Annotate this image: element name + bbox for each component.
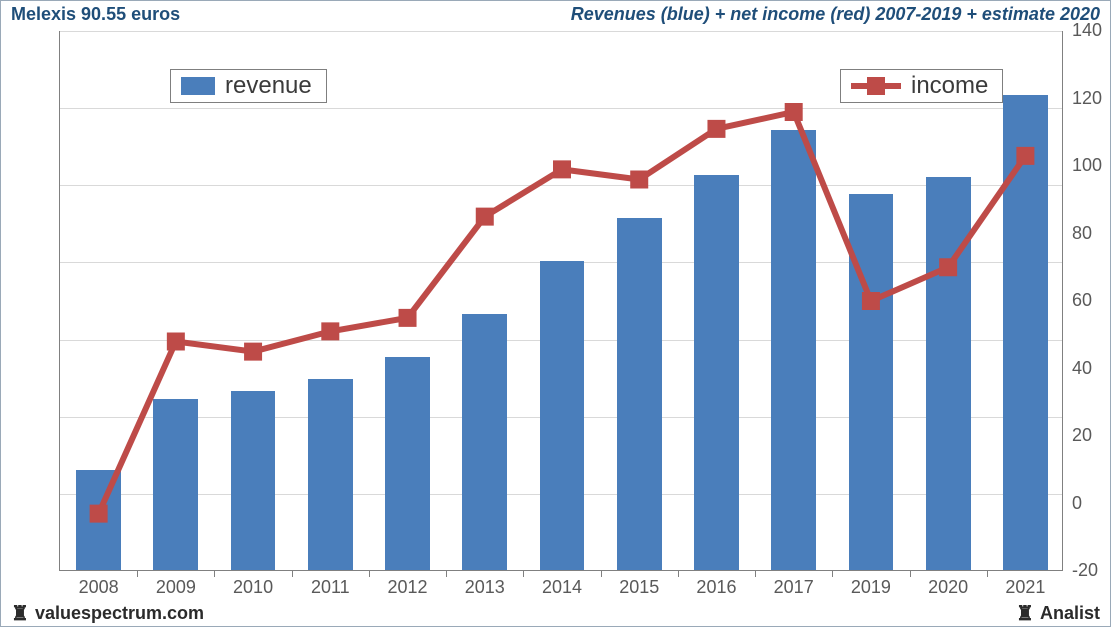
- rook-icon: ♜: [1016, 604, 1034, 624]
- x-tick: 2011: [311, 577, 350, 598]
- income-marker: [862, 292, 880, 310]
- x-tick: 2008: [79, 577, 119, 598]
- x-tick: 2009: [156, 577, 196, 598]
- y-right-tick: 0: [1072, 493, 1082, 514]
- income-marker: [90, 505, 108, 523]
- y-right-tick: 60: [1072, 290, 1092, 311]
- income-marker: [785, 103, 803, 121]
- title-right: Revenues (blue) + net income (red) 2007-…: [571, 4, 1100, 25]
- y-right-tick: 40: [1072, 358, 1092, 379]
- x-tick: 2016: [696, 577, 736, 598]
- legend-revenue: revenue: [170, 69, 327, 103]
- footer-left-text: valuespectrum.com: [35, 603, 204, 624]
- income-line-layer: [60, 31, 1064, 571]
- title-bar: Melexis 90.55 euros Revenues (blue) + ne…: [1, 1, 1110, 27]
- x-tick-mark: [601, 571, 602, 577]
- income-marker: [244, 343, 262, 361]
- x-tick: 2021: [1005, 577, 1045, 598]
- legend-swatch-line: [851, 76, 901, 96]
- x-tick-mark: [755, 571, 756, 577]
- x-tick-mark: [910, 571, 911, 577]
- chart-frame: Melexis 90.55 euros Revenues (blue) + ne…: [0, 0, 1111, 627]
- x-tick-mark: [369, 571, 370, 577]
- income-marker: [399, 309, 417, 327]
- x-tick-mark: [987, 571, 988, 577]
- rook-icon: ♜: [11, 604, 29, 624]
- y-right-tick: 80: [1072, 223, 1092, 244]
- x-tick: 2010: [233, 577, 273, 598]
- x-tick: 2013: [465, 577, 505, 598]
- x-tick: 2014: [542, 577, 582, 598]
- x-tick-mark: [137, 571, 138, 577]
- x-tick: 2015: [619, 577, 659, 598]
- income-marker: [939, 258, 957, 276]
- x-tick: 2020: [928, 577, 968, 598]
- legend-label: revenue: [225, 74, 312, 98]
- x-tick-mark: [678, 571, 679, 577]
- income-marker: [630, 171, 648, 189]
- x-tick-mark: [292, 571, 293, 577]
- y-right-tick: 100: [1072, 155, 1102, 176]
- footer-left: ♜ valuespectrum.com: [11, 603, 204, 624]
- y-right-tick: -20: [1072, 560, 1098, 581]
- legend-income: income: [840, 69, 1003, 103]
- legend-swatch-bar: [181, 77, 215, 95]
- legend-label: income: [911, 74, 988, 98]
- income-marker: [321, 322, 339, 340]
- x-tick-mark: [832, 571, 833, 577]
- x-tick-mark: [446, 571, 447, 577]
- footer-right-text: Analist: [1040, 603, 1100, 624]
- y-right-tick: 140: [1072, 20, 1102, 41]
- income-marker: [707, 120, 725, 138]
- footer-right: ♜ Analist: [1016, 603, 1100, 624]
- x-tick-mark: [214, 571, 215, 577]
- x-tick: 2012: [388, 577, 428, 598]
- income-marker: [553, 160, 571, 178]
- plot-area: 0100200300400500600700-20020406080100120…: [59, 31, 1063, 571]
- y-right-tick: 20: [1072, 425, 1092, 446]
- x-tick: 2017: [774, 577, 814, 598]
- income-marker: [476, 208, 494, 226]
- income-marker: [167, 333, 185, 351]
- x-tick-mark: [523, 571, 524, 577]
- title-left: Melexis 90.55 euros: [11, 4, 180, 25]
- y-right-tick: 120: [1072, 88, 1102, 109]
- income-marker: [1016, 147, 1034, 165]
- x-tick: 2019: [851, 577, 891, 598]
